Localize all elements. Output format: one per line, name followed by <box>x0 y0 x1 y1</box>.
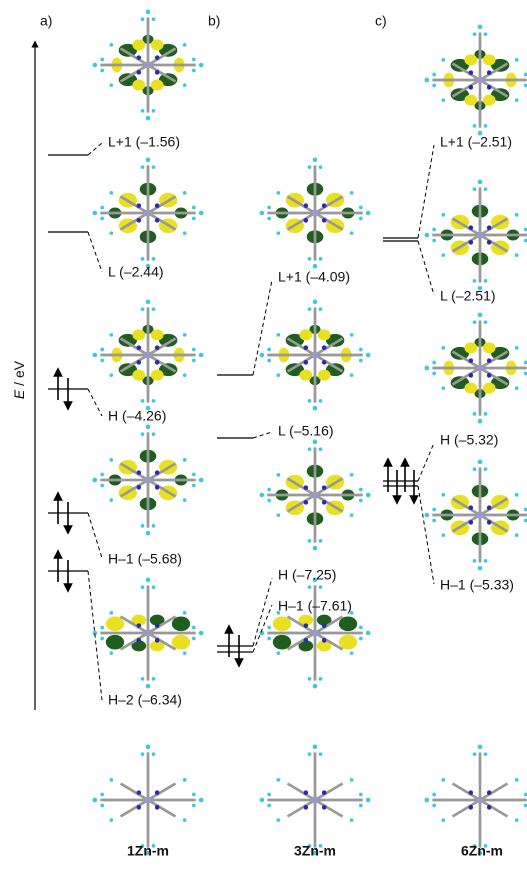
structure <box>93 745 204 856</box>
orbital <box>425 25 527 136</box>
connector <box>88 389 102 416</box>
structure <box>425 745 527 856</box>
orbital <box>425 180 527 291</box>
level-label: H–1 (–7.61) <box>278 598 352 614</box>
molecule-name: 1Zn-m <box>127 843 169 859</box>
level-label: H–1 (–5.33) <box>440 577 514 593</box>
level-label: H–1 (–5.68) <box>108 551 182 567</box>
connector <box>253 432 272 438</box>
connector <box>418 145 434 238</box>
orbital <box>260 300 371 411</box>
orbital <box>260 158 371 269</box>
orbital <box>93 578 204 689</box>
panel-label: a) <box>40 13 52 29</box>
molecule-name: 6Zn-m <box>461 843 503 859</box>
levels-b: L+1 (–4.09) L (–5.16) H (–7.25) H–1 (–7.… <box>217 269 352 663</box>
connector <box>88 571 102 700</box>
level-label: L+1 (–1.56) <box>108 134 180 150</box>
level-label: H (–4.26) <box>108 408 166 424</box>
orbital <box>93 158 204 269</box>
orbital <box>93 300 204 411</box>
level-label: H (–5.32) <box>440 432 498 448</box>
axis-label: E / eV <box>11 360 27 399</box>
level-label: H–2 (–6.34) <box>108 692 182 708</box>
diagram: a) b) c) E / eV L+1 (–1.56) L (–2.44) <box>0 0 527 886</box>
orbital <box>93 10 204 121</box>
panel-label: b) <box>208 13 220 29</box>
orbital <box>260 578 371 689</box>
connector <box>418 241 434 295</box>
connector <box>418 486 434 584</box>
orbital <box>425 313 527 424</box>
orbital <box>260 440 371 551</box>
level-label: L (–2.44) <box>108 264 164 280</box>
connector <box>88 143 102 155</box>
axis-unit: / eV <box>11 360 27 389</box>
molecule-name: 3Zn-m <box>294 843 336 859</box>
level-label: L (–5.16) <box>278 423 334 439</box>
structure <box>260 745 371 856</box>
level-label: L+1 (–2.51) <box>440 134 512 150</box>
level-label: L+1 (–4.09) <box>278 269 350 285</box>
orbital <box>93 425 204 536</box>
level-label: H (–7.25) <box>278 567 336 583</box>
orbital <box>425 460 527 571</box>
connector <box>88 232 102 272</box>
connector <box>418 443 434 481</box>
panel-label: c) <box>375 13 387 29</box>
level-label: L (–2.51) <box>440 288 496 304</box>
connector <box>88 513 102 558</box>
